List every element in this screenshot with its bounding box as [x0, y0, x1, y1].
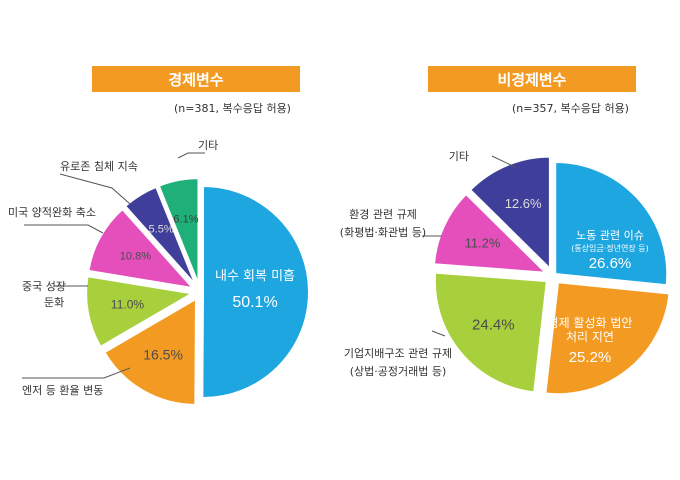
right-slice-label-1: 경제 활성화 법안: [548, 316, 633, 330]
left-value-label-3: 10.8%: [120, 250, 151, 262]
left-leader-line-3: [24, 224, 104, 234]
left-slice-label-0: 내수 회복 미흡: [215, 269, 295, 284]
left-slice-label-5: 기타: [198, 139, 218, 152]
left-leader-line-5: [177, 152, 205, 159]
left-slice-5: [157, 177, 200, 285]
left-slice-1: [103, 297, 198, 406]
left-slice-3: [87, 207, 196, 290]
right-leader-line-4: [491, 155, 516, 168]
right-value-label-4: 12.6%: [505, 196, 542, 211]
left-value-label-1: 16.5%: [143, 347, 183, 363]
right-slice-0: [554, 160, 669, 287]
right-chart-subtitle: (n=357, 복수응답 허용): [512, 102, 629, 115]
right-slice-label-4: 기타: [449, 150, 469, 163]
right-value-label-2: 24.4%: [472, 316, 515, 333]
right-pie-chart: 26.6% 노동 관련 이슈(통상임금·정년연장 등) 25.2% 경제 활성화 법안…: [340, 150, 671, 396]
left-slice-2: [85, 275, 196, 349]
left-leader-line-4: [59, 173, 131, 205]
right-slice-1: [544, 281, 671, 396]
right-slice-2: [433, 271, 548, 394]
left-leader-line-1: [22, 367, 131, 379]
right-value-label-1: 25.2%: [569, 349, 612, 366]
left-slice-label-3: 미국 양적완화 축소: [8, 206, 96, 219]
left-value-label-5: 6.1%: [173, 214, 198, 226]
left-pie-chart: 50.1% 내수 회복 미흡 16.5% 엔저 등 환율 변동 11.0% 중국 성장둔화…: [8, 139, 310, 406]
right-slice-label-3: 환경 관련 규제: [349, 208, 417, 221]
left-slice-label-1: 엔저 등 환율 변동: [22, 384, 103, 397]
left-slice-label-4: 유로존 침체 지속: [60, 160, 138, 173]
right-slice-4: [468, 155, 551, 272]
left-value-label-0: 50.1%: [232, 294, 277, 311]
left-slice-label-2: 중국 성장: [22, 280, 66, 293]
left-chart-title: 경제변수: [92, 66, 300, 92]
right-slice-label-3-line2: (화평법·화관법 등): [340, 226, 426, 239]
right-slice-3: [432, 192, 549, 274]
left-slice-4: [123, 185, 197, 286]
right-slice-label-2-line2: (상법·공정거래법 등): [350, 365, 447, 378]
right-leader-line-2: [431, 330, 446, 337]
right-chart-title: 비경제변수: [428, 66, 636, 92]
left-slice-label-2-line2: 둔화: [44, 296, 64, 309]
left-chart-subtitle: (n=381, 복수응답 허용): [174, 102, 291, 115]
left-value-label-2: 11.0%: [111, 298, 144, 312]
right-slice-label-1-line2: 처리 지연: [566, 330, 614, 344]
left-value-label-4: 5.5%: [149, 223, 174, 235]
left-slice-0: [201, 185, 310, 400]
right-value-label-0: 26.6%: [589, 255, 632, 272]
right-slice-label-2: 기업지배구조 관련 규제: [344, 347, 452, 360]
right-slice-label-0: 노동 관련 이슈: [576, 229, 644, 242]
right-slice-sublabel-0: (통상임금·정년연장 등): [571, 243, 649, 253]
right-value-label-3: 11.2%: [465, 235, 501, 250]
